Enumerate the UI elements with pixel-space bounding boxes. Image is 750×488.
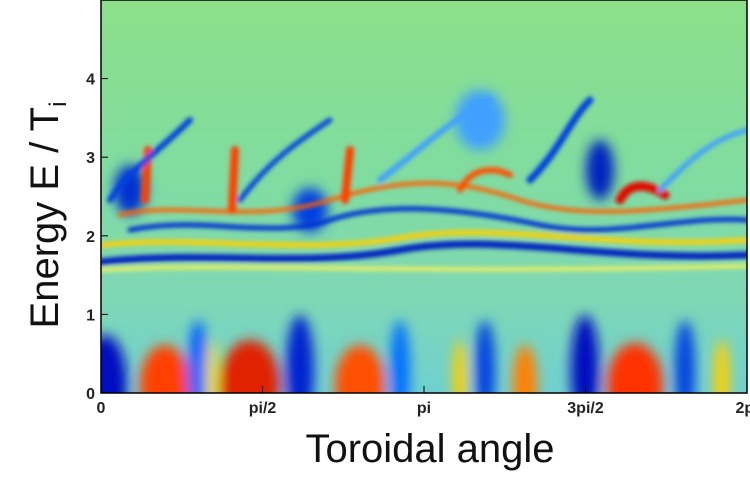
x-tick-label: 3pi/2 <box>567 400 604 417</box>
x-tick-label: 2pi <box>735 400 750 417</box>
y-tick-label: 1 <box>86 307 95 324</box>
x-tick-label: pi <box>417 400 431 417</box>
x-tick-label: 0 <box>97 400 106 417</box>
y-label-text: Energy E / T <box>23 107 67 329</box>
heatmap-field <box>101 0 747 393</box>
y-tick-label: 3 <box>86 150 95 167</box>
y-tick-label: 2 <box>86 229 95 246</box>
x-axis-label: Toroidal angle <box>305 427 554 471</box>
x-tick-label: pi/2 <box>249 400 277 417</box>
y-tick-label: 4 <box>86 72 95 89</box>
y-label-subscript: i <box>45 102 72 107</box>
y-tick-label: 0 <box>86 386 95 403</box>
y-axis-label: Energy E / Ti <box>23 102 72 329</box>
